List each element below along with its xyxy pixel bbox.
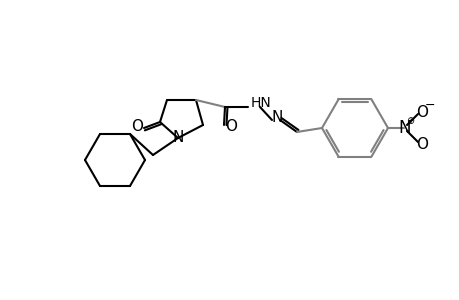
Text: O: O bbox=[415, 136, 427, 152]
Text: N: N bbox=[271, 110, 282, 124]
Text: O: O bbox=[131, 118, 143, 134]
Text: O: O bbox=[224, 118, 236, 134]
Text: HN: HN bbox=[251, 96, 271, 110]
Text: O: O bbox=[415, 104, 427, 119]
Text: N: N bbox=[172, 130, 183, 145]
Text: ⊕: ⊕ bbox=[405, 116, 413, 126]
Text: −: − bbox=[424, 98, 434, 112]
Text: N: N bbox=[398, 119, 410, 137]
